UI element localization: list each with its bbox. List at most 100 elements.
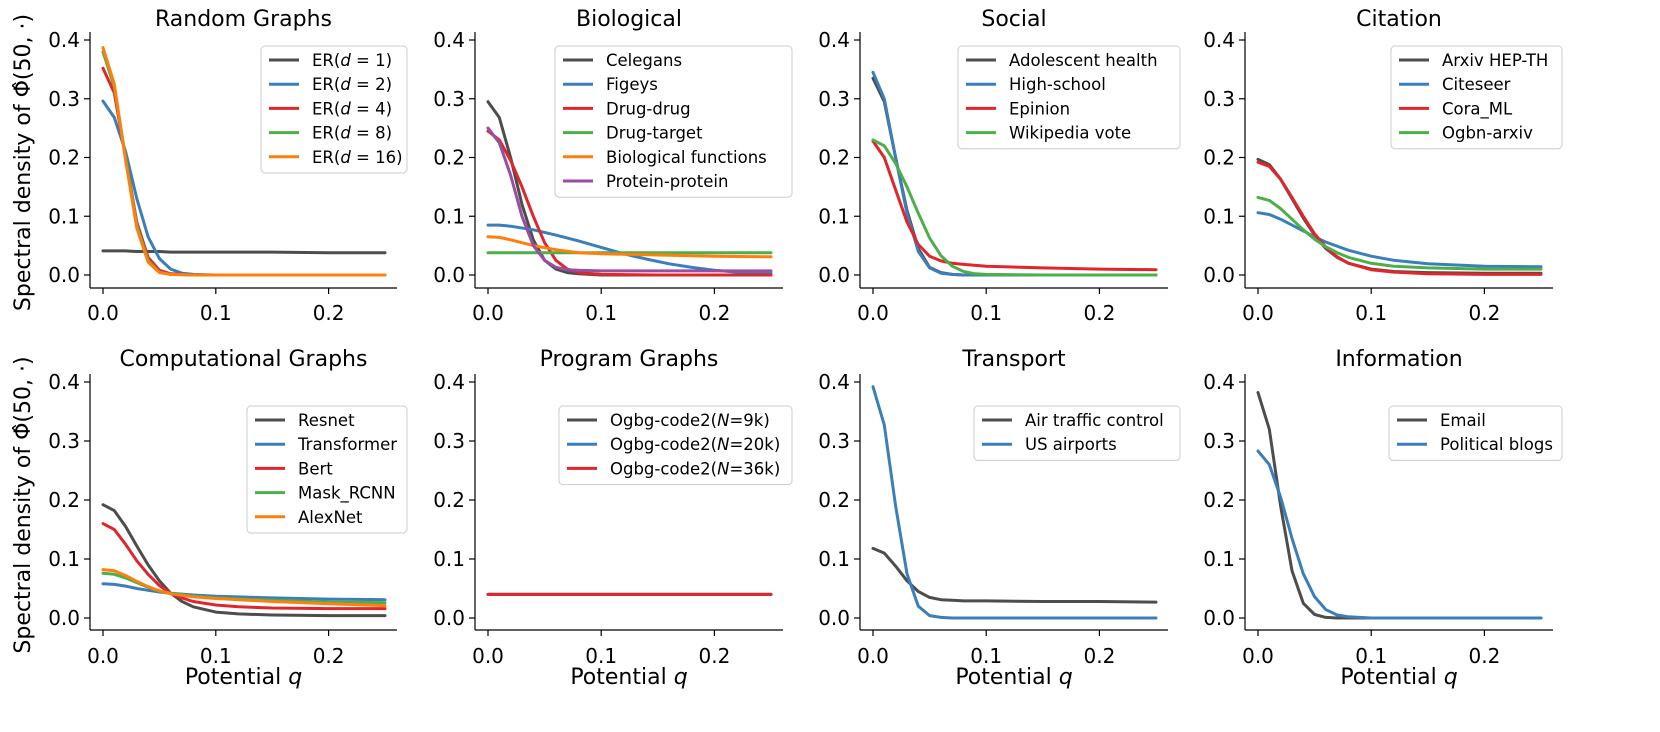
- panel-0: Random Graphs 0.0 0.1 0.2 0.3 0.4 0.0 0.1 0.2 ER(…: [11, 7, 408, 325]
- y-tick-label: 0.3: [818, 87, 850, 111]
- y-axis-label: Spectral density of Φ̂(50, ·): [11, 14, 36, 311]
- x-axis-label: Potential q: [570, 665, 687, 690]
- y-tick-label: 0.4: [433, 370, 465, 394]
- legend-label: Biological functions: [606, 148, 767, 167]
- legend-label: Ogbg-code2(N=9k): [610, 411, 770, 430]
- y-tick-label: 0.1: [818, 547, 850, 571]
- y-tick-label: 0.3: [48, 87, 80, 111]
- y-tick-label: 0.3: [433, 87, 465, 111]
- legend-label: ER(d = 1): [312, 51, 392, 70]
- panel-title: Social: [981, 7, 1046, 32]
- legend-label: Adolescent health: [1009, 51, 1158, 70]
- legend-label: ER(d = 2): [312, 75, 392, 94]
- series-line-0: [101, 503, 387, 618]
- x-tick-label: 0.1: [1355, 301, 1387, 325]
- y-tick-label: 0.4: [48, 370, 80, 394]
- y-tick-label: 0.0: [48, 263, 80, 287]
- legend-label: ER(d = 4): [312, 99, 392, 118]
- legend-label: Cora_ML: [1442, 99, 1513, 119]
- x-tick-label: 0.1: [585, 301, 617, 325]
- panel-title: Biological: [576, 7, 682, 32]
- y-tick-label: 0.2: [818, 146, 850, 170]
- y-tick-label: 0.2: [1203, 488, 1235, 512]
- y-tick-label: 0.0: [433, 606, 465, 630]
- series-line-2: [871, 139, 1158, 272]
- y-tick-label: 0.3: [1203, 429, 1235, 453]
- legend-label: AlexNet: [298, 508, 363, 527]
- x-axis-label: Potential q: [955, 665, 1072, 690]
- series-line-1: [1256, 449, 1543, 620]
- panel-2: Social 0.0 0.1 0.2 0.3 0.4 0.0 0.1 0.2 Adolescent…: [818, 7, 1181, 325]
- legend-label: Wikipedia vote: [1009, 124, 1131, 143]
- series-line-0: [871, 546, 1158, 604]
- x-tick-label: 0.0: [857, 301, 889, 325]
- panel-5: Program Graphs 0.0 0.1 0.2 0.3 0.4 0.0 0.1 0.2 Og…: [433, 347, 793, 690]
- legend-label: US airports: [1025, 435, 1117, 454]
- y-tick-label: 0.1: [48, 547, 80, 571]
- legend: Air traffic control US airports: [973, 405, 1181, 461]
- series-line-1: [1256, 211, 1543, 269]
- panel-title: Random Graphs: [155, 7, 332, 32]
- series-line-3: [871, 138, 1158, 277]
- legend: Resnet Transformer Bert Mask_RCNN AlexNet: [246, 405, 408, 534]
- x-tick-label: 0.0: [87, 301, 119, 325]
- y-tick-label: 0.1: [1203, 547, 1235, 571]
- x-tick-label: 0.1: [200, 644, 232, 668]
- panel-title: Citation: [1356, 7, 1442, 32]
- legend-box: [554, 45, 793, 198]
- legend: ER(d = 1) ER(d = 2) ER(d = 4) ER(d = 8) ER(d…: [260, 45, 408, 174]
- legend-label: Celegans: [606, 51, 682, 70]
- legend-label: Drug-target: [606, 124, 703, 143]
- x-tick-label: 0.2: [698, 644, 730, 668]
- x-tick-label: 0.0: [857, 644, 889, 668]
- legend-label: ER(d = 16): [312, 148, 403, 167]
- legend-label: High-school: [1009, 75, 1106, 94]
- series-line-3: [1256, 195, 1543, 271]
- legend: Adolescent health High-school Epinion Wikip…: [957, 45, 1181, 150]
- legend-label: Resnet: [298, 411, 355, 430]
- legend-label: Transformer: [297, 435, 397, 454]
- y-tick-label: 0.4: [48, 28, 80, 52]
- y-tick-label: 0.3: [433, 429, 465, 453]
- x-tick-label: 0.1: [200, 301, 232, 325]
- y-tick-label: 0.4: [818, 370, 850, 394]
- panel-title: Transport: [961, 347, 1066, 372]
- legend-label: Political blogs: [1440, 435, 1553, 454]
- panel-1: Biological 0.0 0.1 0.2 0.3 0.4 0.0 0.1 0.2 Celega…: [433, 7, 793, 325]
- y-tick-label: 0.1: [1203, 204, 1235, 228]
- y-tick-label: 0.3: [48, 429, 80, 453]
- legend-label: Figeys: [606, 75, 658, 94]
- y-tick-label: 0.1: [433, 547, 465, 571]
- y-tick-label: 0.2: [433, 146, 465, 170]
- legend-label: Bert: [298, 459, 333, 478]
- x-tick-label: 0.2: [313, 301, 345, 325]
- x-tick-label: 0.2: [313, 644, 345, 668]
- x-tick-label: 0.0: [472, 301, 504, 325]
- x-tick-label: 0.1: [970, 301, 1002, 325]
- y-tick-label: 0.4: [433, 28, 465, 52]
- legend-label: Drug-drug: [606, 99, 691, 118]
- legend: Celegans Figeys Drug-drug Drug-target Biolog…: [554, 45, 793, 198]
- y-tick-label: 0.0: [433, 263, 465, 287]
- y-tick-label: 0.4: [1203, 28, 1235, 52]
- y-tick-label: 0.0: [818, 263, 850, 287]
- x-tick-label: 0.1: [585, 644, 617, 668]
- legend-label: Ogbg-code2(N=20k): [610, 435, 780, 454]
- legend-box: [957, 45, 1181, 150]
- x-tick-label: 0.2: [1083, 301, 1115, 325]
- legend-box: [260, 45, 408, 174]
- x-tick-label: 0.1: [1355, 644, 1387, 668]
- legend: Arxiv HEP-TH Citeseer Cora_ML Ogbn-arxiv: [1390, 45, 1563, 150]
- y-tick-label: 0.2: [1203, 146, 1235, 170]
- panel-title: Program Graphs: [540, 347, 719, 372]
- x-axis-label: Potential q: [1340, 665, 1457, 690]
- y-tick-label: 0.0: [1203, 263, 1235, 287]
- panel-title: Information: [1335, 347, 1462, 372]
- series-line-4: [486, 235, 773, 259]
- x-tick-label: 0.2: [698, 301, 730, 325]
- series-line-2: [1256, 160, 1543, 276]
- x-axis-label: Potential q: [185, 665, 302, 690]
- series-line-0: [1256, 157, 1543, 275]
- y-tick-label: 0.1: [433, 204, 465, 228]
- legend-box: [558, 405, 793, 486]
